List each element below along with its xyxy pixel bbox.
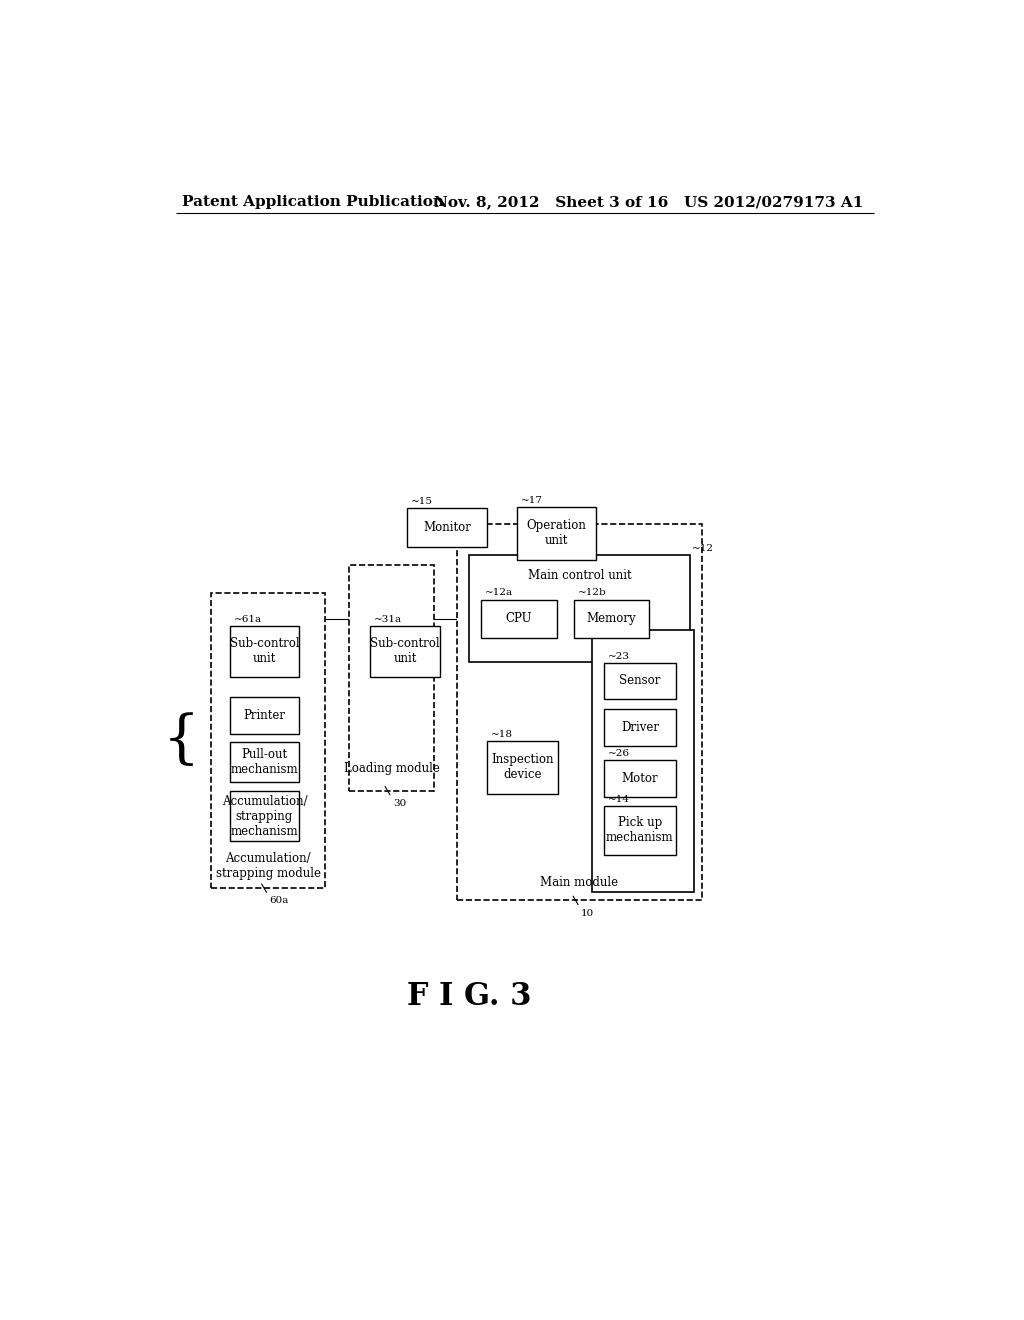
Text: Pick up
mechanism: Pick up mechanism <box>606 816 674 845</box>
FancyBboxPatch shape <box>604 805 676 854</box>
Text: Patent Application Publication: Patent Application Publication <box>182 195 444 209</box>
FancyBboxPatch shape <box>486 741 558 793</box>
Text: 60a: 60a <box>269 896 289 906</box>
Text: Main module: Main module <box>541 875 618 888</box>
FancyBboxPatch shape <box>481 599 557 638</box>
Text: Accumulation/
strapping module: Accumulation/ strapping module <box>216 851 321 880</box>
Text: Sub-control
unit: Sub-control unit <box>229 638 299 665</box>
FancyBboxPatch shape <box>370 626 440 677</box>
Text: Inspection
device: Inspection device <box>492 754 554 781</box>
Text: Monitor: Monitor <box>423 521 471 533</box>
Text: US 2012/0279173 A1: US 2012/0279173 A1 <box>684 195 863 209</box>
Text: {: { <box>163 713 200 768</box>
Text: ~15: ~15 <box>412 498 433 506</box>
Text: Accumulation/
strapping
mechanism: Accumulation/ strapping mechanism <box>221 795 307 837</box>
FancyBboxPatch shape <box>469 554 690 661</box>
Text: ~23: ~23 <box>608 652 630 660</box>
FancyBboxPatch shape <box>604 709 676 746</box>
FancyBboxPatch shape <box>229 742 299 783</box>
Text: Loading module: Loading module <box>343 762 439 775</box>
FancyBboxPatch shape <box>592 630 694 892</box>
FancyBboxPatch shape <box>517 507 596 560</box>
Text: ~17: ~17 <box>521 496 543 506</box>
Text: 10: 10 <box>582 908 594 917</box>
FancyBboxPatch shape <box>604 760 676 797</box>
Text: ~61a: ~61a <box>233 615 262 624</box>
FancyBboxPatch shape <box>348 565 434 791</box>
Text: Printer: Printer <box>244 709 286 722</box>
FancyBboxPatch shape <box>458 524 701 900</box>
FancyBboxPatch shape <box>408 508 486 546</box>
Text: ~18: ~18 <box>490 730 513 739</box>
Text: Sensor: Sensor <box>620 675 660 688</box>
Text: ~14: ~14 <box>608 795 630 804</box>
Text: F I G. 3: F I G. 3 <box>407 982 531 1012</box>
FancyBboxPatch shape <box>229 697 299 734</box>
Text: Sub-control
unit: Sub-control unit <box>370 638 439 665</box>
Text: 30: 30 <box>393 799 407 808</box>
Text: Nov. 8, 2012   Sheet 3 of 16: Nov. 8, 2012 Sheet 3 of 16 <box>433 195 668 209</box>
Text: Motor: Motor <box>622 772 658 785</box>
Text: ~31a: ~31a <box>374 615 402 624</box>
Text: ~12a: ~12a <box>485 589 513 598</box>
Text: ~12b: ~12b <box>578 589 607 598</box>
Text: Pull-out
mechanism: Pull-out mechanism <box>230 748 298 776</box>
FancyBboxPatch shape <box>211 594 325 888</box>
Text: Main control unit: Main control unit <box>527 569 632 582</box>
FancyBboxPatch shape <box>229 626 299 677</box>
Text: Operation
unit: Operation unit <box>526 520 587 548</box>
Text: CPU: CPU <box>506 612 532 626</box>
FancyBboxPatch shape <box>229 791 299 841</box>
Text: ~26: ~26 <box>608 748 630 758</box>
Text: ~12: ~12 <box>691 544 714 553</box>
FancyBboxPatch shape <box>574 599 649 638</box>
FancyBboxPatch shape <box>604 663 676 700</box>
Text: Driver: Driver <box>621 721 658 734</box>
Text: Memory: Memory <box>587 612 637 626</box>
